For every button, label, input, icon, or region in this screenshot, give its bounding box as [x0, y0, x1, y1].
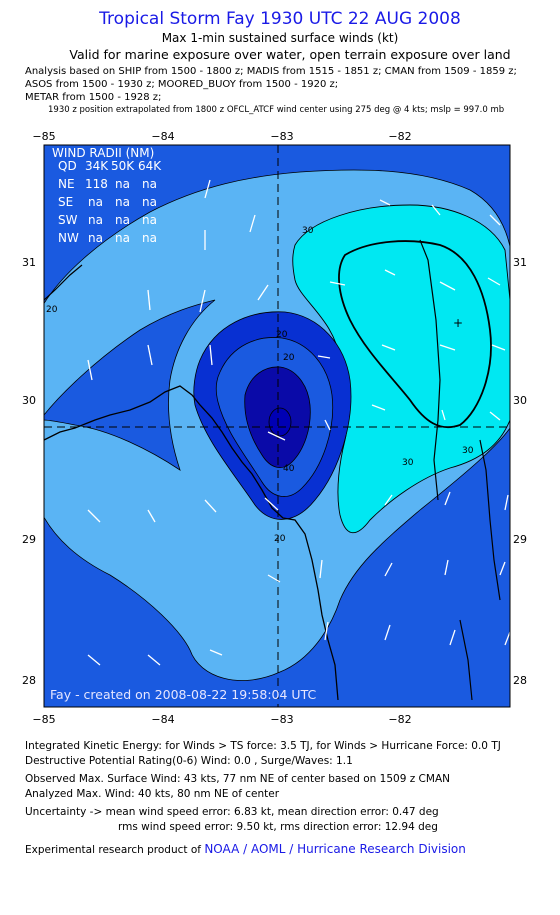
analysis-line-3: METAR from 1500 - 1928 z;: [25, 92, 162, 103]
x-tick-bottom-1: −85: [32, 713, 55, 726]
uncertainty-line-2: rms wind speed error: 9.50 kt, rms direc…: [118, 821, 438, 833]
coastline-east-2: [479, 439, 501, 601]
wind-radii-row-se-34k: na: [88, 195, 103, 209]
credit-prefix: Experimental research product of: [25, 844, 205, 856]
map-frame: [43, 144, 511, 708]
x-tick-top-2: −84: [151, 130, 174, 143]
contour-20kt-west-notch: [44, 299, 216, 471]
validity-note: Valid for marine exposure over water, op…: [69, 47, 511, 62]
map-title: Tropical Storm Fay 1930 UTC 22 AUG 2008: [99, 9, 461, 29]
x-tick-top-4: −82: [388, 130, 411, 143]
contour-30kt: [292, 204, 510, 533]
wind-radii-row-sw-50k: na: [115, 213, 130, 227]
map-subtitle: Max 1-min sustained surface winds (kt): [161, 31, 399, 45]
islands: [459, 619, 473, 701]
coastline-bay: [44, 264, 83, 301]
hrd-link[interactable]: NOAA / AOML / Hurricane Research Divisio…: [204, 842, 466, 856]
y-tick-right-4: 28: [513, 674, 527, 687]
coastline: [44, 385, 339, 701]
wind-radii-row-se-50k: na: [115, 195, 130, 209]
contour-label-8: 20: [274, 534, 286, 544]
contour-label-7: 40: [283, 464, 295, 474]
wind-radii-title: WIND RADII (NM): [52, 146, 154, 160]
wind-vectors: [87, 179, 510, 666]
uncertainty-line-1: Uncertainty -> mean wind speed error: 6.…: [25, 806, 439, 818]
wind-radii-row-nw-50k: na: [115, 231, 130, 245]
wind-radii-header-64k: 64K: [138, 159, 162, 173]
y-tick-left-1: 31: [22, 256, 36, 269]
contour-label-3: 20: [276, 330, 288, 340]
x-tick-bottom-4: −82: [388, 713, 411, 726]
observed-max-line: Observed Max. Surface Wind: 43 kts, 77 n…: [25, 773, 450, 785]
wind-radii-row-se-qd: SE: [58, 195, 73, 209]
ike-line: Integrated Kinetic Energy: for Winds > T…: [25, 740, 501, 752]
contour-label-6: 20: [46, 305, 58, 315]
x-tick-top-3: −83: [270, 130, 293, 143]
y-tick-left-4: 28: [22, 674, 36, 687]
analysis-line-2: ASOS from 1500 - 1930 z; MOORED_BUOY fro…: [25, 79, 339, 90]
wind-radii-row-ne-50k: na: [115, 177, 130, 191]
contour-40kt: [338, 240, 492, 429]
wind-radii-row-sw-qd: SW: [58, 213, 78, 227]
contour-center: [268, 407, 292, 437]
x-tick-bottom-2: −84: [151, 713, 174, 726]
wind-radii-table: WIND RADII (NM) QD 34K 50K 64K NE 118 na…: [52, 146, 162, 245]
analysis-line-1: Analysis based on SHIP from 1500 - 1800 …: [25, 66, 517, 77]
y-tick-left-2: 30: [22, 394, 36, 407]
contour-label-4: 20: [283, 353, 295, 363]
wind-radii-row-nw-qd: NW: [58, 231, 79, 245]
wind-radii-header-qd: QD: [58, 159, 77, 173]
wind-radii-row-sw-64k: na: [142, 213, 157, 227]
y-tick-right-2: 30: [513, 394, 527, 407]
wind-radii-row-se-64k: na: [142, 195, 157, 209]
wind-radii-header-50k: 50K: [111, 159, 135, 173]
created-credit: Fay - created on 2008-08-22 19:58:04 UTC: [50, 687, 316, 702]
x-tick-top-1: −85: [32, 130, 55, 143]
y-tick-left-3: 29: [22, 533, 36, 546]
max-wind-marker: +: [453, 316, 463, 330]
position-note: 1930 z position extrapolated from 1800 z…: [48, 105, 505, 115]
wind-map: −85 −84 −83 −82 −85 −84 −83 −82 31 30 29…: [22, 130, 527, 726]
contour-label-1: 30: [302, 226, 314, 236]
coastline-east: [419, 239, 441, 501]
wind-radii-row-nw-34k: na: [88, 231, 103, 245]
dpr-line: Destructive Potential Rating(0-6) Wind: …: [25, 755, 353, 767]
wind-radii-row-nw-64k: na: [142, 231, 157, 245]
wind-radii-row-ne-64k: na: [142, 177, 157, 191]
wind-radii-row-ne-34k: 118: [85, 177, 108, 191]
wind-radii-header-34k: 34K: [85, 159, 109, 173]
analyzed-max-line: Analyzed Max. Wind: 40 kts, 80 nm NE of …: [25, 788, 280, 800]
contour-label-2: 30: [402, 458, 414, 468]
wind-radii-row-sw-34k: na: [88, 213, 103, 227]
x-tick-bottom-3: −83: [270, 713, 293, 726]
credit-line: Experimental research product of NOAA / …: [25, 842, 466, 856]
y-tick-right-1: 31: [513, 256, 527, 269]
y-tick-right-3: 29: [513, 533, 527, 546]
wind-radii-row-ne-qd: NE: [58, 177, 75, 191]
contour-label-5: 30: [462, 446, 474, 456]
